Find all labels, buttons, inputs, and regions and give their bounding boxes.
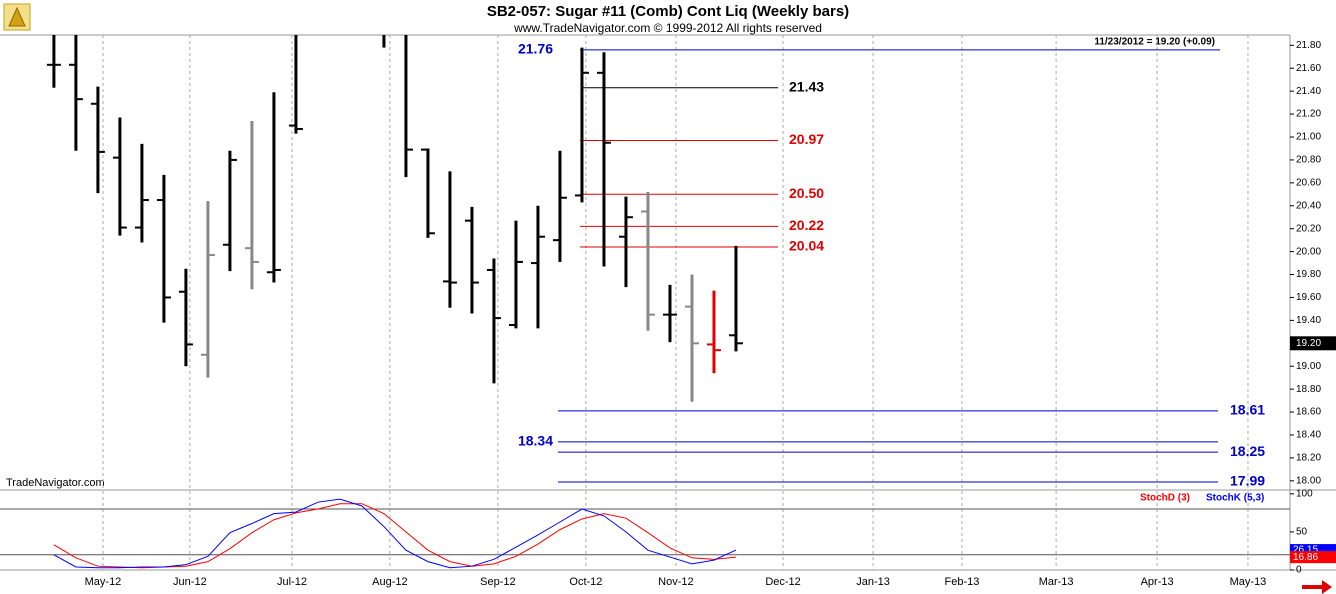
- level-label: 20.22: [789, 217, 824, 233]
- x-tick-label: May-12: [85, 576, 122, 588]
- stoch-lines: [53, 498, 737, 569]
- y-tick-label: 19.40: [1296, 315, 1321, 326]
- y-tick-label: 21.20: [1296, 109, 1321, 120]
- level-label: 21.43: [789, 78, 824, 94]
- x-tick-label: Feb-13: [945, 576, 980, 588]
- level-label: 21.76: [518, 41, 553, 57]
- stoch-value-label: 16.86: [1293, 552, 1318, 563]
- y-tick-label: 20.80: [1296, 155, 1321, 166]
- chart-title: SB2-057: Sugar #11 (Comb) Cont Liq (Week…: [487, 3, 849, 20]
- y-tick-label: 21.60: [1296, 63, 1321, 74]
- stoch-value-box: [1290, 551, 1336, 564]
- stoch-line: [53, 498, 737, 569]
- y-tick-label: 18.40: [1296, 430, 1321, 441]
- scroll-arrow[interactable]: [1302, 580, 1332, 594]
- x-tick-label: Sep-12: [480, 576, 515, 588]
- x-tick-label: Dec-12: [765, 576, 800, 588]
- level-label: 20.50: [789, 185, 824, 201]
- x-tick-label: Apr-13: [1141, 576, 1174, 588]
- y-tick-label: 100: [1296, 488, 1313, 499]
- y-tick-label: 21.40: [1296, 86, 1321, 97]
- y-tick-label: 19.80: [1296, 269, 1321, 280]
- y-tick-label: 18.20: [1296, 453, 1321, 464]
- level-label: 18.34: [518, 433, 553, 449]
- y-tick-label: 19.00: [1296, 361, 1321, 372]
- last-price-box: [1290, 336, 1336, 351]
- x-tick-label: Mar-13: [1039, 576, 1074, 588]
- last-price-label: 19.20: [1296, 338, 1321, 349]
- legend-entry: StochK (5,3): [1206, 493, 1264, 504]
- x-tick-label: Jan-13: [856, 576, 890, 588]
- x-tick-label: Jul-12: [277, 576, 307, 588]
- level-label: 20.97: [789, 131, 824, 147]
- y-tick-label: 50: [1296, 527, 1308, 538]
- level-label: 17.99: [1230, 473, 1265, 489]
- y-tick-label: 18.60: [1296, 407, 1321, 418]
- y-tick-label: 21.80: [1296, 40, 1321, 51]
- x-tick-label: Jun-12: [173, 576, 207, 588]
- x-tick-label: May-13: [1230, 576, 1267, 588]
- x-tick-label: Nov-12: [658, 576, 693, 588]
- x-tick-label: Aug-12: [372, 576, 407, 588]
- price-bars: [46, 35, 743, 402]
- level-label: 20.04: [789, 238, 824, 254]
- y-tick-label: 18.80: [1296, 384, 1321, 395]
- y-tick-label: 19.60: [1296, 292, 1321, 303]
- level-label: 18.25: [1230, 443, 1265, 459]
- level-label: 18.61: [1230, 402, 1265, 418]
- chart-subtitle: www.TradeNavigator.com © 1999-2012 All r…: [513, 21, 822, 35]
- logo: [3, 3, 31, 31]
- watermark: TradeNavigator.com: [6, 477, 105, 489]
- x-tick-label: Oct-12: [569, 576, 602, 588]
- stoch-value-label: 26.15: [1293, 545, 1318, 556]
- legend-entry: StochD (3): [1140, 493, 1190, 504]
- y-tick-label: 0: [1296, 565, 1302, 576]
- y-tick-label: 20.20: [1296, 223, 1321, 234]
- y-tick-label: 20.40: [1296, 200, 1321, 211]
- y-tick-label: 20.00: [1296, 246, 1321, 257]
- y-tick-label: 21.00: [1296, 132, 1321, 143]
- y-tick-label: 20.60: [1296, 177, 1321, 188]
- y-tick-label: 18.00: [1296, 475, 1321, 486]
- last-note: 11/23/2012 = 19.20 (+0.09): [1094, 37, 1215, 48]
